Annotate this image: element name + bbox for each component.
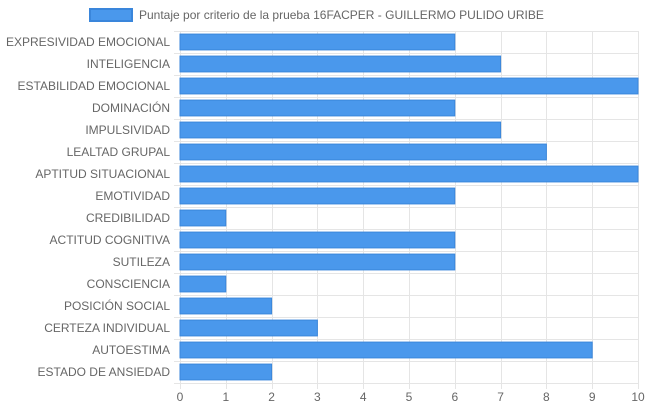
bar[interactable] [179, 33, 456, 51]
bar[interactable] [179, 77, 639, 95]
x-tick-label: 7 [497, 390, 504, 404]
y-tick-label: ESTABILIDAD EMOCIONAL [18, 79, 171, 93]
bar[interactable] [179, 275, 227, 293]
bar[interactable] [179, 363, 273, 381]
legend-label: Puntaje por criterio de la prueba 16FACP… [139, 8, 544, 22]
bar[interactable] [179, 253, 456, 271]
legend[interactable]: Puntaje por criterio de la prueba 16FACP… [89, 8, 544, 22]
bar[interactable] [179, 209, 227, 227]
bar[interactable] [179, 99, 456, 117]
bar[interactable] [179, 143, 547, 161]
x-tick-label: 10 [631, 390, 645, 404]
bar[interactable] [179, 121, 502, 139]
y-tick-label: LEALTAD GRUPAL [67, 145, 171, 159]
y-tick-label: AUTOESTIMA [92, 343, 170, 357]
x-tick-label: 4 [360, 390, 367, 404]
y-tick-label: CONSCIENCIA [87, 277, 170, 291]
x-tick-label: 8 [543, 390, 550, 404]
bar[interactable] [179, 341, 593, 359]
y-tick-label: CREDIBILIDAD [86, 211, 170, 225]
x-tick-label: 2 [268, 390, 275, 404]
y-tick-label: EMOTIVIDAD [95, 189, 170, 203]
y-tick-label: CERTEZA INDIVIDUAL [44, 321, 170, 335]
y-tick-label: POSICIÓN SOCIAL [64, 298, 170, 313]
x-axis-labels: 0 1 2 3 4 5 6 7 8 9 10 [177, 390, 645, 404]
y-axis-labels: EXPRESIVIDAD EMOCIONAL INTELIGENCIA ESTABI… [6, 35, 170, 379]
y-tick-label: ACTITUD COGNITIVA [50, 233, 170, 247]
bar[interactable] [179, 231, 456, 249]
bar[interactable] [179, 297, 273, 315]
y-tick-label: APTITUD SITUACIONAL [35, 167, 170, 181]
x-tick-label: 1 [222, 390, 229, 404]
x-tick-label: 5 [406, 390, 413, 404]
y-tick-label: SUTILEZA [113, 255, 170, 269]
y-tick-label: INTELIGENCIA [87, 57, 170, 71]
x-tick-label: 9 [589, 390, 596, 404]
x-tick-label: 6 [451, 390, 458, 404]
y-tick-label: IMPULSIVIDAD [85, 123, 170, 137]
y-tick-label: ESTADO DE ANSIEDAD [38, 365, 171, 379]
bars [179, 33, 639, 381]
y-tick-label: DOMINACIÓN [92, 100, 170, 115]
bar[interactable] [179, 319, 318, 337]
legend-swatch [89, 8, 133, 22]
bar[interactable] [179, 55, 502, 73]
y-tick-label: EXPRESIVIDAD EMOCIONAL [6, 35, 170, 49]
x-tick-label: 0 [177, 390, 184, 404]
x-tick-label: 3 [314, 390, 321, 404]
bar[interactable] [179, 187, 456, 205]
bar[interactable] [179, 165, 639, 183]
